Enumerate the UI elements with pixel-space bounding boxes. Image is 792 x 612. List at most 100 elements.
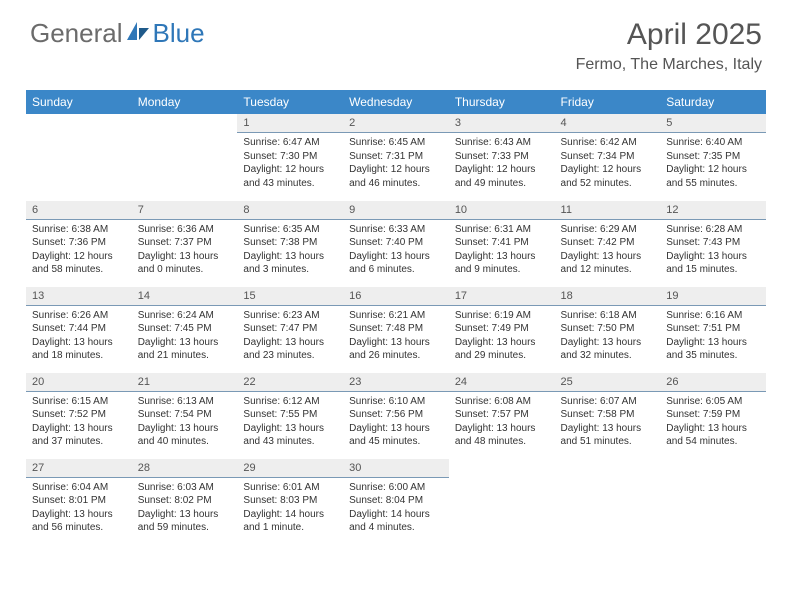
calendar-cell: 6Sunrise: 6:38 AMSunset: 7:36 PMDaylight… <box>26 200 132 286</box>
sunset-line: Sunset: 7:33 PM <box>455 150 549 164</box>
calendar-cell <box>449 458 555 544</box>
day-number: 11 <box>555 201 661 220</box>
daylight-line: Daylight: 13 hours and 56 minutes. <box>32 508 126 535</box>
day-details: Sunrise: 6:08 AMSunset: 7:57 PMDaylight:… <box>449 392 555 455</box>
day-number: 6 <box>26 201 132 220</box>
calendar-cell: 16Sunrise: 6:21 AMSunset: 7:48 PMDayligh… <box>343 286 449 372</box>
sunrise-line: Sunrise: 6:28 AM <box>666 223 760 237</box>
sunrise-line: Sunrise: 6:45 AM <box>349 136 443 150</box>
sunrise-line: Sunrise: 6:31 AM <box>455 223 549 237</box>
sail-icon <box>125 18 151 49</box>
sunrise-line: Sunrise: 6:05 AM <box>666 395 760 409</box>
calendar-cell: 19Sunrise: 6:16 AMSunset: 7:51 PMDayligh… <box>660 286 766 372</box>
calendar-cell: 24Sunrise: 6:08 AMSunset: 7:57 PMDayligh… <box>449 372 555 458</box>
daylight-line: Daylight: 13 hours and 54 minutes. <box>666 422 760 449</box>
page-title: April 2025 <box>576 18 762 52</box>
sunset-line: Sunset: 7:31 PM <box>349 150 443 164</box>
sunset-line: Sunset: 7:43 PM <box>666 236 760 250</box>
sunrise-line: Sunrise: 6:08 AM <box>455 395 549 409</box>
day-number: 10 <box>449 201 555 220</box>
calendar-cell: 10Sunrise: 6:31 AMSunset: 7:41 PMDayligh… <box>449 200 555 286</box>
header: General Blue April 2025 Fermo, The March… <box>0 0 792 82</box>
sunset-line: Sunset: 7:49 PM <box>455 322 549 336</box>
calendar-cell: 14Sunrise: 6:24 AMSunset: 7:45 PMDayligh… <box>132 286 238 372</box>
sunset-line: Sunset: 7:34 PM <box>561 150 655 164</box>
day-number: 21 <box>132 373 238 392</box>
daylight-line: Daylight: 13 hours and 6 minutes. <box>349 250 443 277</box>
calendar-week-row: 20Sunrise: 6:15 AMSunset: 7:52 PMDayligh… <box>26 372 766 458</box>
sunrise-line: Sunrise: 6:19 AM <box>455 309 549 323</box>
sunrise-line: Sunrise: 6:24 AM <box>138 309 232 323</box>
day-details: Sunrise: 6:13 AMSunset: 7:54 PMDaylight:… <box>132 392 238 455</box>
daylight-line: Daylight: 13 hours and 12 minutes. <box>561 250 655 277</box>
daylight-line: Daylight: 14 hours and 1 minute. <box>243 508 337 535</box>
sunrise-line: Sunrise: 6:00 AM <box>349 481 443 495</box>
day-number: 22 <box>237 373 343 392</box>
day-details: Sunrise: 6:03 AMSunset: 8:02 PMDaylight:… <box>132 478 238 541</box>
sunrise-line: Sunrise: 6:42 AM <box>561 136 655 150</box>
daylight-line: Daylight: 13 hours and 3 minutes. <box>243 250 337 277</box>
sunset-line: Sunset: 7:47 PM <box>243 322 337 336</box>
day-details: Sunrise: 6:38 AMSunset: 7:36 PMDaylight:… <box>26 220 132 283</box>
daylight-line: Daylight: 12 hours and 49 minutes. <box>455 163 549 190</box>
calendar-cell: 20Sunrise: 6:15 AMSunset: 7:52 PMDayligh… <box>26 372 132 458</box>
sunset-line: Sunset: 7:57 PM <box>455 408 549 422</box>
day-number: 24 <box>449 373 555 392</box>
sunrise-line: Sunrise: 6:26 AM <box>32 309 126 323</box>
sunrise-line: Sunrise: 6:18 AM <box>561 309 655 323</box>
calendar-cell: 13Sunrise: 6:26 AMSunset: 7:44 PMDayligh… <box>26 286 132 372</box>
sunset-line: Sunset: 7:36 PM <box>32 236 126 250</box>
calendar-table: Sunday Monday Tuesday Wednesday Thursday… <box>26 90 766 545</box>
day-number: 26 <box>660 373 766 392</box>
day-number: 12 <box>660 201 766 220</box>
daylight-line: Daylight: 14 hours and 4 minutes. <box>349 508 443 535</box>
calendar-cell: 17Sunrise: 6:19 AMSunset: 7:49 PMDayligh… <box>449 286 555 372</box>
weekday-header: Thursday <box>449 90 555 114</box>
sunrise-line: Sunrise: 6:10 AM <box>349 395 443 409</box>
day-number: 19 <box>660 287 766 306</box>
calendar-cell: 26Sunrise: 6:05 AMSunset: 7:59 PMDayligh… <box>660 372 766 458</box>
sunset-line: Sunset: 7:45 PM <box>138 322 232 336</box>
sunset-line: Sunset: 7:58 PM <box>561 408 655 422</box>
daylight-line: Daylight: 12 hours and 43 minutes. <box>243 163 337 190</box>
sunrise-line: Sunrise: 6:15 AM <box>32 395 126 409</box>
sunset-line: Sunset: 7:52 PM <box>32 408 126 422</box>
calendar-week-row: 6Sunrise: 6:38 AMSunset: 7:36 PMDaylight… <box>26 200 766 286</box>
calendar-cell: 29Sunrise: 6:01 AMSunset: 8:03 PMDayligh… <box>237 458 343 544</box>
day-details: Sunrise: 6:23 AMSunset: 7:47 PMDaylight:… <box>237 306 343 369</box>
weekday-header: Monday <box>132 90 238 114</box>
day-details: Sunrise: 6:29 AMSunset: 7:42 PMDaylight:… <box>555 220 661 283</box>
sunset-line: Sunset: 7:41 PM <box>455 236 549 250</box>
day-number: 3 <box>449 114 555 133</box>
daylight-line: Daylight: 13 hours and 43 minutes. <box>243 422 337 449</box>
day-details: Sunrise: 6:07 AMSunset: 7:58 PMDaylight:… <box>555 392 661 455</box>
sunset-line: Sunset: 8:03 PM <box>243 494 337 508</box>
daylight-line: Daylight: 12 hours and 55 minutes. <box>666 163 760 190</box>
sunrise-line: Sunrise: 6:36 AM <box>138 223 232 237</box>
day-details: Sunrise: 6:42 AMSunset: 7:34 PMDaylight:… <box>555 133 661 196</box>
day-number: 14 <box>132 287 238 306</box>
calendar-cell: 18Sunrise: 6:18 AMSunset: 7:50 PMDayligh… <box>555 286 661 372</box>
calendar-cell: 4Sunrise: 6:42 AMSunset: 7:34 PMDaylight… <box>555 114 661 200</box>
day-details: Sunrise: 6:24 AMSunset: 7:45 PMDaylight:… <box>132 306 238 369</box>
daylight-line: Daylight: 13 hours and 26 minutes. <box>349 336 443 363</box>
calendar-cell: 15Sunrise: 6:23 AMSunset: 7:47 PMDayligh… <box>237 286 343 372</box>
sunrise-line: Sunrise: 6:43 AM <box>455 136 549 150</box>
calendar-cell <box>555 458 661 544</box>
sunset-line: Sunset: 7:55 PM <box>243 408 337 422</box>
weekday-header-row: Sunday Monday Tuesday Wednesday Thursday… <box>26 90 766 114</box>
day-number: 4 <box>555 114 661 133</box>
day-details: Sunrise: 6:10 AMSunset: 7:56 PMDaylight:… <box>343 392 449 455</box>
logo-text-blue: Blue <box>153 18 205 49</box>
sunrise-line: Sunrise: 6:01 AM <box>243 481 337 495</box>
day-details: Sunrise: 6:33 AMSunset: 7:40 PMDaylight:… <box>343 220 449 283</box>
daylight-line: Daylight: 13 hours and 51 minutes. <box>561 422 655 449</box>
sunset-line: Sunset: 8:04 PM <box>349 494 443 508</box>
day-details: Sunrise: 6:18 AMSunset: 7:50 PMDaylight:… <box>555 306 661 369</box>
calendar-cell: 2Sunrise: 6:45 AMSunset: 7:31 PMDaylight… <box>343 114 449 200</box>
day-number: 1 <box>237 114 343 133</box>
sunset-line: Sunset: 7:59 PM <box>666 408 760 422</box>
day-details: Sunrise: 6:05 AMSunset: 7:59 PMDaylight:… <box>660 392 766 455</box>
day-details: Sunrise: 6:15 AMSunset: 7:52 PMDaylight:… <box>26 392 132 455</box>
day-details: Sunrise: 6:31 AMSunset: 7:41 PMDaylight:… <box>449 220 555 283</box>
